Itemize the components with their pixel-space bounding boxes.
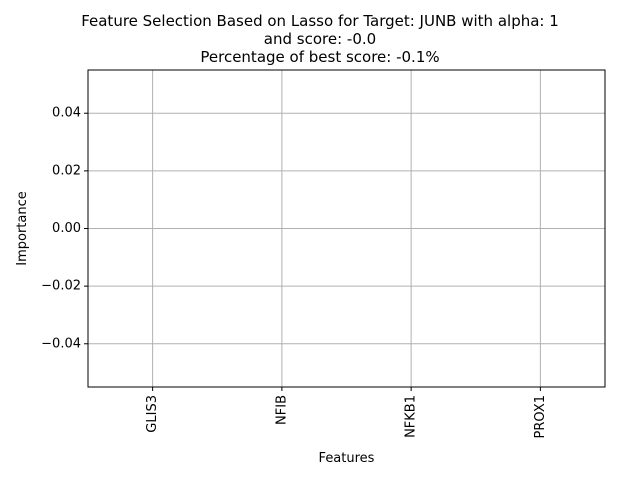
x-tick-label: PROX1 (533, 395, 548, 438)
y-tick-label: 0.04 (52, 106, 81, 121)
x-tick-label: NFKB1 (404, 395, 419, 438)
chart-subtitle: Percentage of best score: -0.1% (200, 48, 440, 66)
y-tick-label: 0.00 (52, 221, 81, 236)
chart-title-line-1: Feature Selection Based on Lasso for Tar… (81, 12, 559, 30)
x-tick-label: NFIB (274, 395, 289, 425)
y-tick-label: −0.02 (41, 279, 81, 294)
y-axis-label: Importance (15, 191, 30, 266)
ticks: GLIS3 NFIB NFKB1 PROX1 −0.04 −0.02 0.00 0.02 0.0… (41, 106, 548, 439)
y-tick-label: 0.02 (52, 163, 81, 178)
x-tick-label: GLIS3 (145, 395, 160, 433)
chart-title-line-2: and score: -0.0 (263, 30, 377, 48)
grid (88, 70, 605, 387)
y-tick-label: −0.04 (41, 336, 81, 351)
x-axis-label: Features (319, 451, 375, 466)
